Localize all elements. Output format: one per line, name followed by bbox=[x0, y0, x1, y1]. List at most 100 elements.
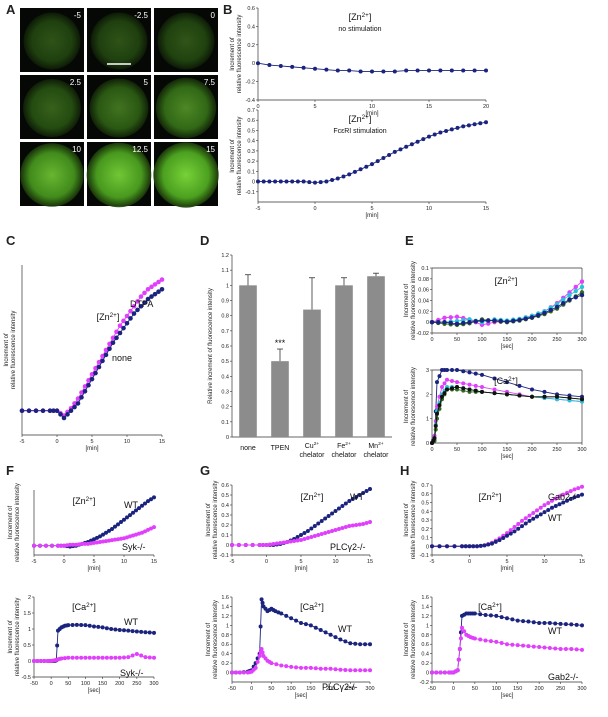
y-tick-label: 0.2 bbox=[247, 159, 255, 165]
x-axis-label: [sec] bbox=[88, 688, 101, 694]
data-point bbox=[580, 397, 584, 402]
data-point bbox=[455, 385, 459, 390]
x-tick-label: 0 bbox=[430, 337, 433, 343]
data-point bbox=[59, 656, 64, 661]
chart-subtitle: FcεRI stimulation bbox=[333, 128, 386, 135]
data-point bbox=[259, 597, 264, 602]
data-point bbox=[498, 318, 503, 324]
y-tick-label: 1.4 bbox=[221, 604, 229, 610]
data-point bbox=[354, 523, 359, 527]
data-point bbox=[101, 532, 105, 537]
data-point bbox=[319, 519, 324, 523]
data-point bbox=[128, 308, 133, 314]
data-point bbox=[350, 523, 355, 528]
x-tick-label: -5 bbox=[230, 559, 235, 565]
cell-image bbox=[90, 12, 148, 70]
data-point bbox=[134, 508, 138, 513]
chart-title: [Ca2+] bbox=[72, 602, 96, 612]
data-point bbox=[89, 376, 95, 382]
data-point bbox=[305, 536, 310, 540]
data-point bbox=[80, 541, 84, 546]
data-point bbox=[159, 277, 165, 282]
y-tick-label: 0.1 bbox=[221, 533, 229, 539]
data-point bbox=[299, 620, 303, 625]
y-tick-label: 1.4 bbox=[421, 604, 429, 610]
x-axis-label: [min] bbox=[365, 111, 378, 117]
x-tick-label: 200 bbox=[527, 447, 536, 453]
y-tick-label: 0.02 bbox=[418, 309, 429, 315]
data-point bbox=[328, 632, 333, 637]
significance-label: *** bbox=[275, 338, 286, 348]
y-tick-label: 0.1 bbox=[247, 169, 255, 175]
data-point bbox=[480, 385, 484, 390]
data-point bbox=[318, 180, 323, 185]
data-point bbox=[357, 493, 362, 497]
data-point bbox=[445, 387, 449, 392]
data-point bbox=[274, 662, 279, 667]
data-point bbox=[299, 538, 303, 542]
series-label: DTPA bbox=[130, 299, 153, 309]
cell-image bbox=[23, 79, 81, 137]
data-point bbox=[569, 646, 574, 651]
time-label: 10 bbox=[72, 145, 81, 154]
data-point bbox=[463, 544, 468, 549]
data-point bbox=[467, 319, 472, 325]
data-point bbox=[145, 286, 151, 292]
data-point bbox=[358, 642, 363, 647]
data-point bbox=[527, 513, 532, 518]
data-point bbox=[253, 665, 258, 670]
x-tick-label: -50 bbox=[428, 686, 436, 692]
y-tick-label: 1.2 bbox=[421, 614, 429, 620]
data-point bbox=[128, 513, 132, 518]
data-point bbox=[455, 380, 459, 385]
x-tick-label: 250 bbox=[556, 686, 565, 692]
data-point bbox=[330, 511, 335, 516]
data-point bbox=[295, 538, 300, 543]
data-point bbox=[553, 504, 558, 508]
data-point bbox=[87, 623, 92, 628]
data-point bbox=[109, 655, 114, 660]
data-point bbox=[62, 543, 66, 548]
y-tick-label: 0 bbox=[426, 544, 429, 550]
data-point bbox=[83, 623, 88, 628]
data-point bbox=[271, 542, 276, 546]
y-tick-label: 0.7 bbox=[421, 483, 429, 489]
series-label: WT bbox=[124, 617, 138, 627]
data-point bbox=[542, 503, 547, 508]
y-tick-label: 0.8 bbox=[221, 314, 229, 320]
data-point bbox=[455, 368, 459, 372]
y-tick-label: 0.3 bbox=[221, 513, 229, 519]
chart-title: [Ca2+] bbox=[478, 602, 502, 612]
data-point bbox=[230, 670, 234, 675]
data-point bbox=[433, 423, 438, 428]
data-point bbox=[140, 530, 144, 535]
data-point bbox=[295, 179, 300, 184]
data-point bbox=[65, 543, 69, 548]
data-point bbox=[569, 622, 574, 627]
data-point bbox=[335, 68, 340, 73]
series-label: WT bbox=[548, 513, 562, 523]
data-point bbox=[149, 284, 154, 290]
data-point bbox=[475, 544, 479, 549]
data-point bbox=[343, 639, 348, 644]
y-tick-label: 0.5 bbox=[247, 128, 255, 134]
data-point bbox=[449, 127, 454, 132]
data-point bbox=[303, 665, 308, 670]
data-point bbox=[299, 533, 303, 537]
time-label: 0 bbox=[211, 11, 216, 20]
data-point bbox=[100, 655, 105, 660]
data-point bbox=[301, 65, 306, 70]
x-tick-label: 250 bbox=[552, 337, 561, 343]
data-point bbox=[535, 514, 539, 519]
x-axis-label: [sec] bbox=[501, 693, 514, 699]
panel-label-c: C bbox=[6, 233, 16, 248]
data-point bbox=[521, 643, 526, 648]
data-point bbox=[104, 626, 109, 631]
y-axis-label: Increment of bbox=[8, 620, 14, 654]
data-point bbox=[343, 501, 348, 506]
data-point bbox=[68, 542, 72, 547]
series-label: PLCγ2-/- bbox=[330, 542, 366, 552]
data-point bbox=[89, 541, 93, 546]
data-point bbox=[535, 508, 539, 513]
data-point bbox=[517, 383, 522, 388]
